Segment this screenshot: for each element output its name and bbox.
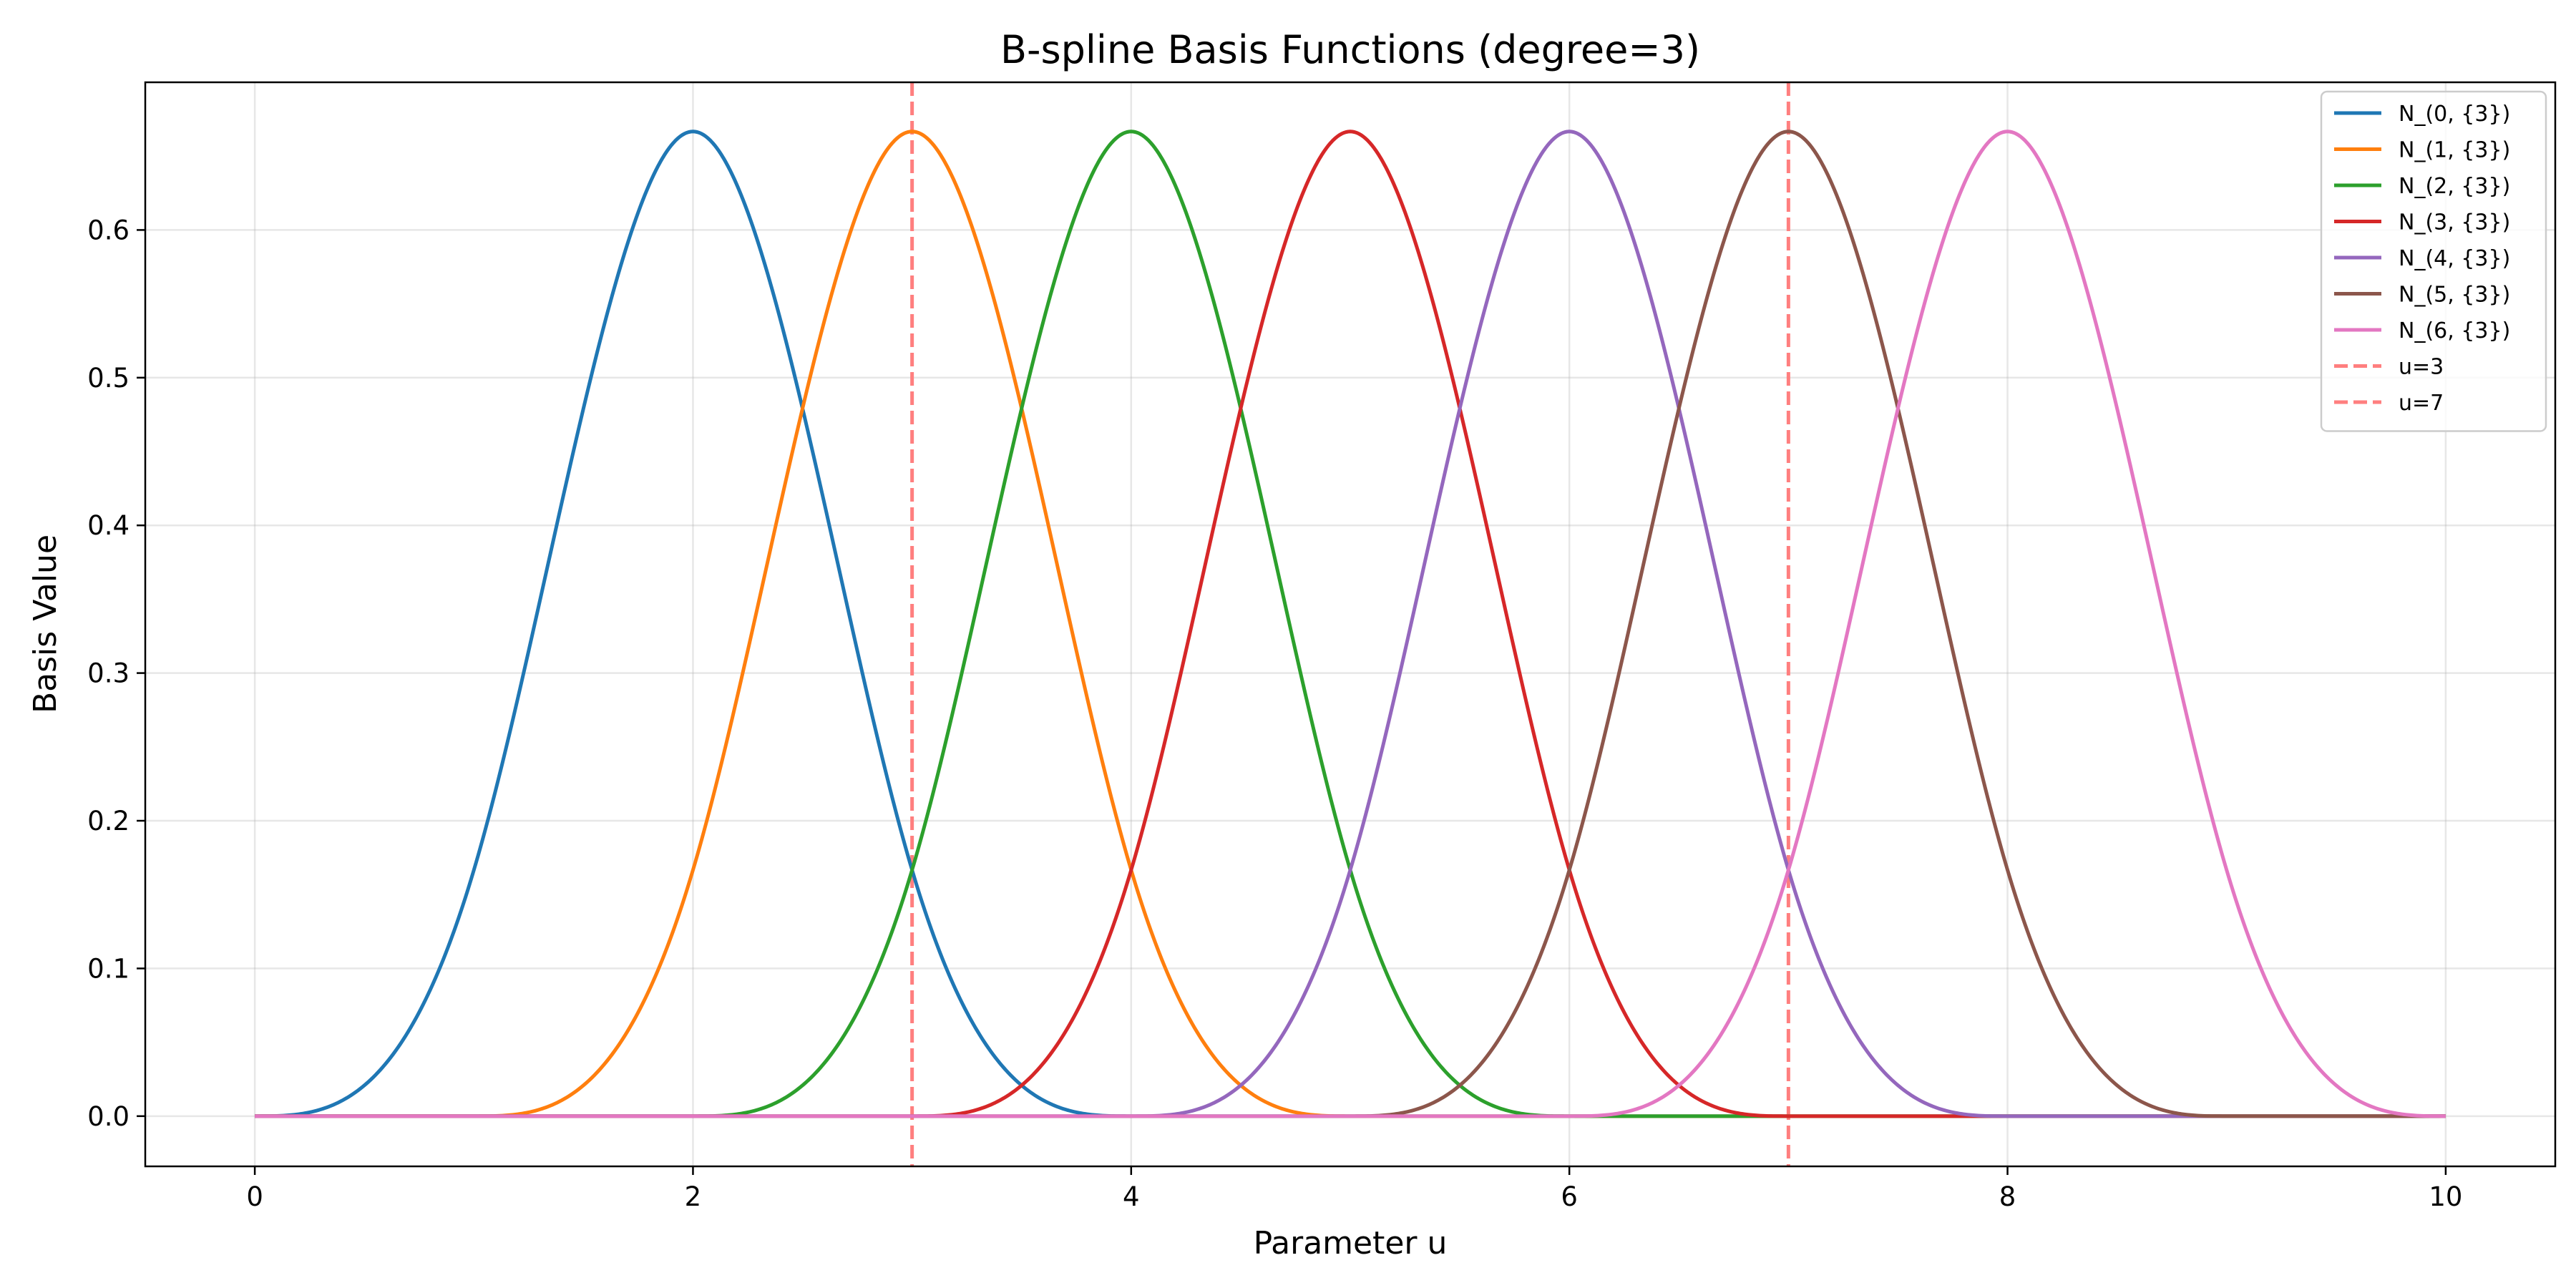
legend-label: N_(2, {3}) — [2399, 174, 2510, 199]
legend: N_(0, {3}) N_(1, {3}) N_(2, {3}) N_(3, {3})… — [2320, 90, 2547, 432]
x-tick-label: 10 — [2429, 1181, 2462, 1212]
y-tick-label: 0.5 — [87, 363, 130, 394]
series-line-6 — [255, 130, 2446, 1118]
legend-label: u=3 — [2399, 355, 2444, 380]
y-axis-label: Basis Value — [27, 535, 64, 713]
x-tick-label: 2 — [685, 1181, 702, 1212]
legend-label: N_(3, {3}) — [2399, 210, 2510, 235]
y-tick-label: 0.4 — [87, 510, 130, 541]
y-tick-label: 0.2 — [87, 806, 130, 836]
x-tick-label: 4 — [1123, 1181, 1140, 1212]
legend-label: N_(1, {3}) — [2399, 138, 2510, 163]
x-axis-label: Parameter u — [1254, 1225, 1448, 1262]
legend-label: u=7 — [2399, 391, 2444, 416]
legend-label: N_(5, {3}) — [2399, 283, 2510, 308]
y-tick-label: 0.1 — [87, 953, 130, 984]
y-tick-label: 0.3 — [87, 658, 130, 689]
x-tick-label: 0 — [246, 1181, 263, 1212]
series-lines — [255, 130, 2446, 1118]
legend-label: N_(4, {3}) — [2399, 246, 2510, 271]
y-tick-label: 0.0 — [87, 1101, 130, 1132]
x-tick-label: 6 — [1561, 1181, 1578, 1212]
axis-ticks: 0 2 4 6 8 10 0.0 0.1 0.2 0.3 0.4 0.5 0.6 — [87, 215, 2462, 1212]
chart-title: B-spline Basis Functions (degree=3) — [1000, 27, 1700, 72]
y-tick-label: 0.6 — [87, 215, 130, 245]
legend-box — [2320, 90, 2547, 432]
plot-frame — [144, 81, 2557, 1168]
reference-lines — [910, 82, 1790, 1166]
legend-label: N_(6, {3}) — [2399, 318, 2510, 343]
legend-label: N_(0, {3}) — [2399, 102, 2510, 127]
x-tick-label: 8 — [1999, 1181, 2016, 1212]
